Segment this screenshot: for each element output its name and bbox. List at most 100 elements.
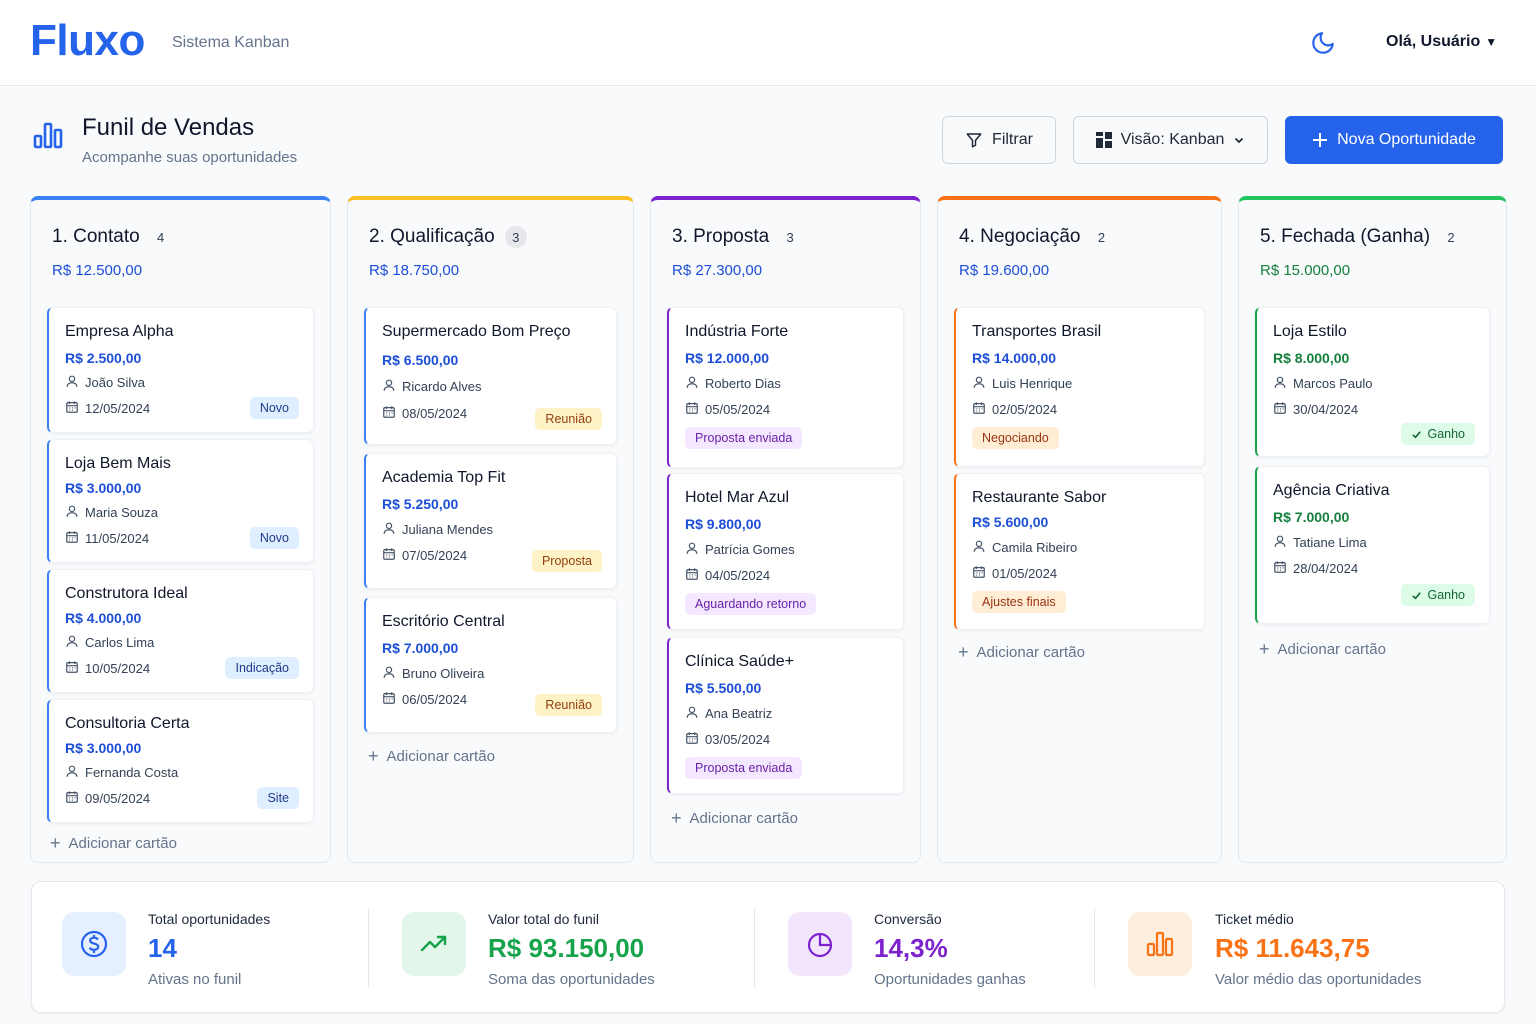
opportunity-card[interactable]: Escritório Central R$ 7.000,00 Bruno Oli… — [364, 597, 617, 733]
user-icon — [1273, 375, 1287, 392]
column-total: R$ 18.750,00 — [369, 262, 460, 279]
card-title: Supermercado Bom Preço — [382, 323, 571, 340]
stat-value: R$ 93.150,00 — [488, 933, 645, 963]
column-header: 4. Negociação 2 — [959, 226, 1112, 248]
card-value: R$ 4.000,00 — [65, 610, 142, 626]
opportunity-card[interactable]: Empresa Alpha R$ 2.500,00 João Silva 12/… — [47, 307, 314, 433]
card-title: Consultoria Certa — [65, 715, 190, 732]
card-date: 04/05/2024 — [685, 567, 770, 584]
opportunity-card[interactable]: Academia Top Fit R$ 5.250,00 Juliana Men… — [364, 453, 617, 589]
plus-icon: + — [1259, 639, 1270, 659]
calendar-icon — [1273, 560, 1287, 577]
column-title: 3. Proposta — [672, 226, 770, 247]
card-contact-name: Camila Ribeiro — [992, 540, 1078, 555]
card-value: R$ 3.000,00 — [65, 480, 142, 496]
column-header: 3. Proposta 3 — [672, 226, 801, 248]
card-status-label: Aguardando retorno — [695, 597, 807, 611]
calendar-icon — [382, 547, 396, 564]
add-card-button[interactable]: + Adicionar cartão — [50, 833, 177, 854]
card-contact: Ana Beatriz — [685, 705, 772, 722]
column-header: 5. Fechada (Ganha) 2 — [1260, 226, 1462, 248]
user-icon — [685, 541, 699, 558]
moon-icon[interactable] — [1310, 30, 1336, 56]
filter-icon — [966, 133, 982, 148]
opportunity-card[interactable]: Transportes Brasil R$ 14.000,00 Luis Hen… — [954, 307, 1205, 467]
chevron-down-icon — [1235, 137, 1244, 144]
opportunity-card[interactable]: Loja Estilo R$ 8.000,00 Marcos Paulo 30/… — [1255, 307, 1490, 457]
column-title: 5. Fechada (Ganha) — [1260, 226, 1431, 247]
opportunity-card[interactable]: Indústria Forte R$ 12.000,00 Roberto Dia… — [667, 307, 904, 468]
card-date-value: 10/05/2024 — [85, 661, 151, 676]
plus-icon: + — [958, 642, 969, 662]
add-card-label: Adicionar cartão — [689, 810, 798, 827]
page-subtitle: Acompanhe suas oportunidades — [82, 149, 298, 166]
bar-chart-icon — [33, 122, 63, 149]
card-contact: Fernanda Costa — [65, 764, 178, 781]
card-title: Escritório Central — [382, 613, 505, 630]
calendar-icon — [685, 401, 699, 418]
card-value: R$ 5.600,00 — [972, 514, 1049, 530]
card-date: 28/04/2024 — [1273, 560, 1358, 577]
card-status-label: Proposta — [541, 554, 592, 568]
card-date-value: 11/05/2024 — [85, 531, 150, 546]
brand-logo[interactable]: Fluxo — [30, 16, 145, 65]
filter-button[interactable]: Filtrar — [942, 116, 1056, 164]
opportunity-card[interactable]: Clínica Saúde+ R$ 5.500,00 Ana Beatriz 0… — [667, 637, 904, 794]
card-title: Construtora Ideal — [65, 585, 188, 602]
card-date-value: 03/05/2024 — [705, 732, 771, 747]
card-contact-name: Bruno Oliveira — [402, 666, 485, 681]
card-contact: Carlos Lima — [65, 634, 154, 651]
add-card-button[interactable]: + Adicionar cartão — [958, 642, 1085, 663]
opportunity-card[interactable]: Loja Bem Mais R$ 3.000,00 Maria Souza 11… — [47, 439, 314, 563]
add-card-label: Adicionar cartão — [976, 644, 1085, 661]
card-title: Loja Estilo — [1273, 323, 1347, 340]
card-value: R$ 8.000,00 — [1273, 350, 1350, 366]
column-count-badge: 2 — [1447, 229, 1455, 245]
card-status-badge: Novo — [249, 397, 299, 419]
opportunity-card[interactable]: Restaurante Sabor R$ 5.600,00 Camila Rib… — [954, 473, 1205, 630]
calendar-icon — [65, 530, 79, 547]
card-status-label: Indicação — [235, 661, 289, 675]
card-status-label: Ganho — [1427, 427, 1465, 441]
opportunity-card[interactable]: Hotel Mar Azul R$ 9.800,00 Patrícia Gome… — [667, 473, 904, 630]
card-value: R$ 6.500,00 — [382, 352, 459, 368]
card-contact-name: Carlos Lima — [85, 635, 155, 650]
add-card-button[interactable]: + Adicionar cartão — [671, 808, 798, 829]
stat-label: Conversão — [874, 911, 942, 927]
opportunity-card[interactable]: Agência Criativa R$ 7.000,00 Tatiane Lim… — [1255, 466, 1490, 624]
card-contact-name: Ricardo Alves — [402, 379, 482, 394]
add-card-button[interactable]: + Adicionar cartão — [368, 746, 495, 767]
card-date-value: 12/05/2024 — [85, 401, 151, 416]
card-value: R$ 14.000,00 — [972, 350, 1057, 366]
card-value: R$ 7.000,00 — [1273, 509, 1350, 525]
card-contact: Ricardo Alves — [382, 378, 481, 395]
stat-divider — [754, 908, 755, 988]
card-date-value: 28/04/2024 — [1293, 561, 1359, 576]
card-date-value: 30/04/2024 — [1293, 402, 1359, 417]
card-contact-name: Maria Souza — [85, 505, 158, 520]
opportunity-card[interactable]: Supermercado Bom Preço R$ 6.500,00 Ricar… — [364, 307, 617, 445]
user-menu[interactable]: Olá, Usuário ▼ — [1386, 33, 1497, 51]
user-icon — [685, 705, 699, 722]
user-icon — [382, 665, 396, 682]
new-opportunity-button[interactable]: Nova Oportunidade — [1285, 116, 1503, 164]
plus-icon: + — [50, 833, 61, 853]
card-contact-name: Fernanda Costa — [85, 765, 179, 780]
card-contact-name: Juliana Mendes — [402, 522, 494, 537]
card-status-badge: Proposta — [531, 550, 602, 572]
new-opportunity-label: Nova Oportunidade — [1337, 131, 1476, 148]
opportunity-card[interactable]: Consultoria Certa R$ 3.000,00 Fernanda C… — [47, 699, 314, 823]
view-select[interactable]: Visão: Kanban — [1073, 116, 1268, 164]
check-icon — [1412, 591, 1422, 599]
card-status-label: Proposta enviada — [695, 431, 793, 445]
card-contact: Patrícia Gomes — [685, 541, 795, 558]
opportunity-card[interactable]: Construtora Ideal R$ 4.000,00 Carlos Lim… — [47, 569, 314, 693]
card-status-label: Novo — [259, 401, 289, 415]
card-value: R$ 7.000,00 — [382, 640, 459, 656]
column-count-badge: 3 — [786, 229, 794, 245]
card-date: 08/05/2024 — [382, 405, 467, 422]
caret-down-icon: ▼ — [1485, 35, 1498, 49]
card-contact-name: Ana Beatriz — [705, 706, 773, 721]
add-card-button[interactable]: + Adicionar cartão — [1259, 639, 1386, 660]
column-total: R$ 27.300,00 — [672, 262, 763, 279]
